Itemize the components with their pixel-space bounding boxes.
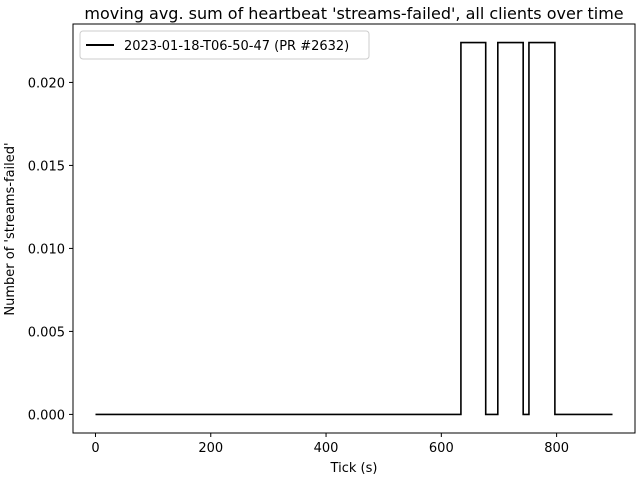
y-axis: 0.000 0.005 0.010 0.015 0.020 bbox=[28, 76, 73, 423]
series-line-0 bbox=[95, 41, 613, 416]
legend: 2023-01-18-T06-50-47 (PR #2632) bbox=[79, 30, 370, 60]
legend-box bbox=[79, 30, 370, 60]
x-axis-label: Tick (s) bbox=[330, 461, 378, 476]
y-tick-label: 0.010 bbox=[28, 242, 65, 257]
y-axis-label: Number of 'streams-failed' bbox=[3, 142, 18, 315]
chart-title: moving avg. sum of heartbeat 'streams-fa… bbox=[84, 4, 623, 23]
x-tick-label: 600 bbox=[429, 441, 454, 456]
x-axis: 0 200 400 600 800 bbox=[91, 433, 569, 456]
y-tick-label: 0.015 bbox=[28, 159, 65, 174]
series-layer bbox=[95, 41, 613, 416]
x-tick-label: 800 bbox=[544, 441, 569, 456]
x-tick-label: 0 bbox=[91, 441, 99, 456]
y-tick-label: 0.020 bbox=[28, 76, 65, 91]
y-tick-label: 0.005 bbox=[28, 325, 65, 340]
y-tick-label: 0.000 bbox=[28, 408, 65, 423]
x-tick-label: 200 bbox=[198, 441, 223, 456]
plot-frame bbox=[72, 23, 636, 434]
legend-label: 2023-01-18-T06-50-47 (PR #2632) bbox=[124, 39, 349, 54]
plot-area: 0 200 400 600 800 0.000 0.005 0.010 0.015 0.020 bbox=[28, 23, 636, 456]
x-tick-label: 400 bbox=[314, 441, 339, 456]
